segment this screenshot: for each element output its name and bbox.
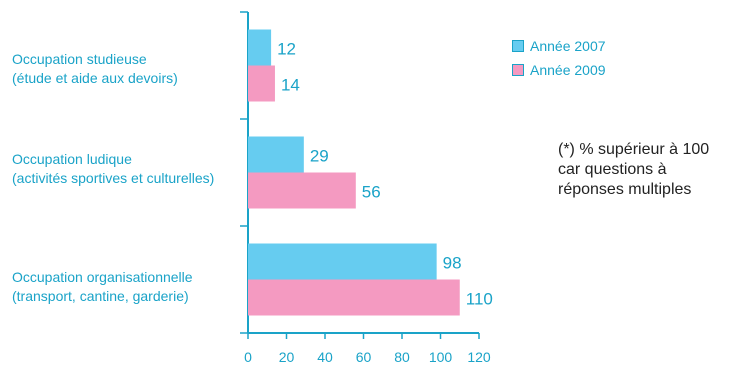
x-tick-label-80: 80: [394, 349, 410, 365]
x-tick-label-0: 0: [244, 349, 252, 365]
x-tick-label-60: 60: [356, 349, 372, 365]
bar-value-label-1-0: 29: [310, 147, 329, 166]
bar-value-label-1-1: 56: [362, 183, 381, 202]
x-tick-label-120: 120: [467, 349, 491, 365]
legend-item-2009: Année 2009: [512, 62, 606, 78]
x-tick-label-20: 20: [279, 349, 295, 365]
x-tick-label-40: 40: [317, 349, 333, 365]
bar-0-1: [248, 65, 275, 102]
category-label-ludique: Occupation ludique (activités sportives …: [12, 151, 215, 186]
bar-value-label-2-0: 98: [443, 254, 462, 273]
bar-2-1: [248, 279, 460, 316]
legend-label-2009: Année 2009: [530, 62, 606, 78]
bar-value-label-0-0: 12: [277, 40, 296, 59]
bar-value-label-2-1: 110: [466, 290, 493, 309]
legend-swatch-2009: [512, 64, 524, 76]
category-label-studieuse: Occupation studieuse (étude et aide aux …: [12, 51, 178, 86]
legend-label-2007: Année 2007: [530, 38, 606, 54]
category-label-organisationnelle: Occupation organisationnelle (transport,…: [12, 269, 193, 304]
bar-0-0: [248, 29, 272, 66]
legend-swatch-2007: [512, 40, 524, 52]
bar-2-0: [248, 243, 437, 280]
x-tick-label-100: 100: [429, 349, 453, 365]
bar-value-label-0-1: 14: [281, 76, 300, 95]
legend-item-2007: Année 2007: [512, 38, 606, 54]
bar-1-1: [248, 172, 356, 209]
footnote: (*) % supérieur à 100 car questions à ré…: [558, 141, 710, 198]
bar-1-0: [248, 136, 304, 173]
